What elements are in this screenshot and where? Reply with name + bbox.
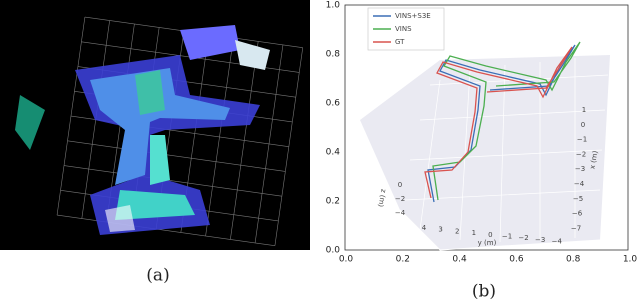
axis-tick-label: −2 — [576, 150, 586, 158]
x-tick-label: 0.2 — [396, 255, 410, 265]
axis-tick-label: −1 — [577, 136, 587, 144]
panel-label: (a) — [146, 266, 169, 286]
axis-tick-label: 0 — [398, 181, 402, 189]
axis-tick-label: 1 — [582, 106, 586, 114]
y-tick-label: 0.0 — [326, 246, 341, 256]
axis-tick-label: 0 — [488, 231, 492, 239]
x-tick-label: 0.8 — [566, 255, 581, 265]
axis-tick-label: 2 — [455, 227, 459, 235]
axis-tick-label: 0 — [581, 121, 585, 129]
axis-label: x (m) — [588, 150, 599, 170]
axis-tick-label: −3 — [575, 165, 585, 173]
axis-tick-label: −4 — [574, 180, 585, 188]
axis-tick-label: −1 — [502, 233, 512, 241]
axis-tick-label: −6 — [572, 210, 583, 218]
axis-label: z (m) — [376, 188, 387, 208]
axis-tick-label: 1 — [472, 229, 476, 237]
axis-tick-label: −3 — [535, 236, 545, 244]
y-tick-label: 0.6 — [326, 99, 341, 109]
panel-label: (b) — [472, 282, 496, 302]
axis-tick-label: −5 — [573, 195, 583, 203]
legend — [367, 7, 445, 51]
axis-tick-label: −7 — [571, 224, 581, 232]
axis-tick-label: −2 — [518, 234, 528, 242]
legend-label: GT — [395, 38, 405, 46]
y-tick-label: 0.8 — [326, 50, 341, 60]
x-tick-label: 0.6 — [509, 255, 524, 265]
y-tick-label: 0.4 — [326, 148, 341, 158]
axis-tick-label: −4 — [552, 238, 563, 246]
axis-label: y (m) — [478, 239, 497, 247]
axis-tick-label: −2 — [395, 195, 405, 203]
axis-tick-label: −4 — [395, 209, 406, 217]
legend-label: VINS — [395, 25, 412, 33]
y-tick-label: 0.2 — [326, 197, 340, 207]
legend-label: VINS+S3E — [395, 12, 431, 20]
axis-tick-label: 3 — [438, 226, 442, 234]
x-tick-label: 0.4 — [452, 255, 467, 265]
x-tick-label: 0.0 — [339, 255, 354, 265]
x-tick-label: 1.0 — [623, 255, 638, 265]
trajectories — [424, 41, 581, 203]
y-tick-label: 1.0 — [326, 1, 341, 11]
point-cloud-image — [0, 0, 310, 250]
axis-tick-label: 4 — [422, 224, 427, 232]
